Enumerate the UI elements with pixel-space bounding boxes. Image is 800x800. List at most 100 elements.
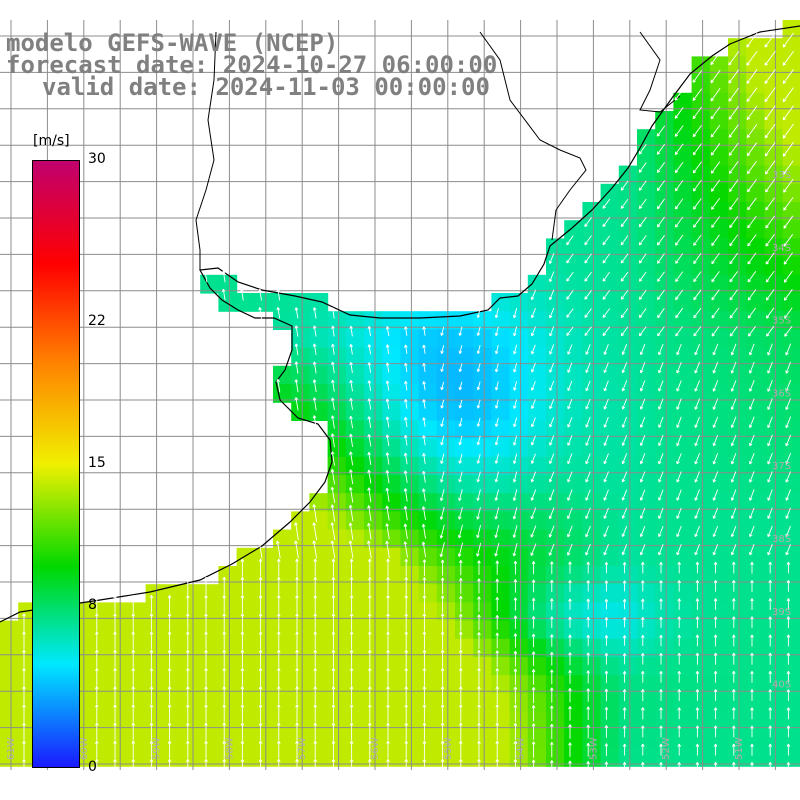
wind-arrow <box>568 616 572 628</box>
wind-arrow <box>404 667 408 686</box>
wind-arrow <box>186 576 190 595</box>
wind-speed-cell <box>400 384 420 403</box>
wind-arrow <box>782 87 794 103</box>
wind-arrow <box>530 344 536 355</box>
wind-speed-cell <box>309 402 329 421</box>
wind-speed-cell <box>764 329 784 349</box>
wind-arrow <box>784 325 793 337</box>
wind-speed-cell <box>564 274 583 294</box>
wind-speed-cell <box>436 620 456 640</box>
wind-arrow <box>276 288 281 301</box>
wind-arrow <box>548 271 555 283</box>
wind-arrow <box>421 523 426 539</box>
wind-arrow <box>768 743 772 756</box>
wind-arrow <box>785 489 791 501</box>
wind-arrow <box>710 51 721 66</box>
wind-speed-cell <box>691 584 711 603</box>
wind-speed-cell <box>764 129 784 148</box>
wind-arrow <box>149 631 154 650</box>
wind-speed-cell <box>637 657 656 676</box>
wind-arrow <box>349 613 354 632</box>
wind-speed-cell <box>637 402 656 421</box>
wind-speed-cell <box>709 365 729 385</box>
wind-speed-cell <box>600 329 620 349</box>
wind-arrow <box>331 595 336 613</box>
wind-arrow <box>349 469 354 485</box>
wind-arrow <box>295 595 299 613</box>
wind-arrow <box>677 689 681 701</box>
wind-arrow <box>222 595 226 613</box>
wind-arrow <box>730 453 737 465</box>
wind-arrow <box>785 343 792 356</box>
wind-speed-cell <box>564 693 583 713</box>
wind-speed-cell <box>527 329 547 349</box>
wind-speed-cell <box>582 402 602 421</box>
wind-speed-cell <box>0 693 19 713</box>
wind-arrow <box>603 507 609 519</box>
wind-speed-cell <box>655 711 674 731</box>
wind-speed-cell <box>564 256 583 276</box>
wind-speed-cell <box>382 748 401 767</box>
wind-speed-cell <box>782 729 800 749</box>
wind-speed-cell <box>728 475 747 494</box>
wind-speed-cell <box>746 438 765 458</box>
wind-speed-cell <box>382 657 401 676</box>
wind-arrow <box>567 380 573 392</box>
wind-arrow <box>730 525 737 538</box>
wind-speed-field <box>0 20 800 767</box>
wind-arrow <box>531 759 536 777</box>
wind-arrow <box>730 471 737 483</box>
colorbar <box>32 160 80 768</box>
wind-arrow <box>550 687 554 703</box>
wind-speed-cell <box>455 693 474 713</box>
wind-speed-cell <box>473 748 492 767</box>
wind-arrow <box>768 616 772 629</box>
wind-arrow <box>586 634 590 647</box>
wind-arrow <box>494 363 499 373</box>
wind-speed-cell <box>345 729 365 749</box>
wind-arrow <box>513 344 518 355</box>
wind-arrow <box>349 686 354 704</box>
wind-arrow <box>710 143 721 156</box>
wind-speed-cell <box>291 638 310 658</box>
wind-arrow <box>295 576 299 595</box>
wind-arrow <box>728 161 739 174</box>
wind-arrow <box>422 381 426 391</box>
wind-arrow <box>765 215 775 229</box>
wind-arrow <box>750 580 754 592</box>
wind-arrow <box>710 161 721 174</box>
wind-speed-cell <box>327 547 347 567</box>
wind-speed-cell <box>345 347 365 367</box>
wind-arrow <box>657 289 665 301</box>
wind-speed-cell <box>782 329 800 349</box>
wind-speed-cell <box>709 566 729 585</box>
wind-arrow <box>495 668 499 686</box>
wind-speed-cell <box>291 602 310 622</box>
wind-arrow <box>386 758 390 777</box>
wind-speed-cell <box>145 748 165 767</box>
wind-speed-cell <box>655 402 674 421</box>
wind-arrow <box>638 216 647 228</box>
wind-arrow <box>131 722 135 741</box>
wind-arrow <box>440 667 445 686</box>
wind-speed-cell <box>582 638 602 658</box>
wind-speed-cell <box>400 693 420 713</box>
wind-arrow <box>659 598 663 610</box>
wind-arrow <box>768 670 772 683</box>
latitude-label: 38S <box>772 534 791 545</box>
wind-speed-cell <box>673 202 693 221</box>
wind-arrow <box>440 417 445 427</box>
wind-arrow <box>550 760 554 776</box>
wind-arrow <box>677 670 681 683</box>
wind-speed-cell <box>327 729 347 749</box>
wind-arrow <box>513 704 518 722</box>
wind-arrow <box>440 559 445 576</box>
wind-arrow <box>764 160 776 175</box>
wind-speed-cell <box>491 511 511 531</box>
wind-arrow <box>713 761 718 774</box>
wind-arrow <box>221 270 226 283</box>
wind-arrow <box>113 722 117 741</box>
wind-speed-cell <box>218 602 238 622</box>
wind-arrow <box>331 613 336 632</box>
wind-arrow <box>641 598 645 610</box>
